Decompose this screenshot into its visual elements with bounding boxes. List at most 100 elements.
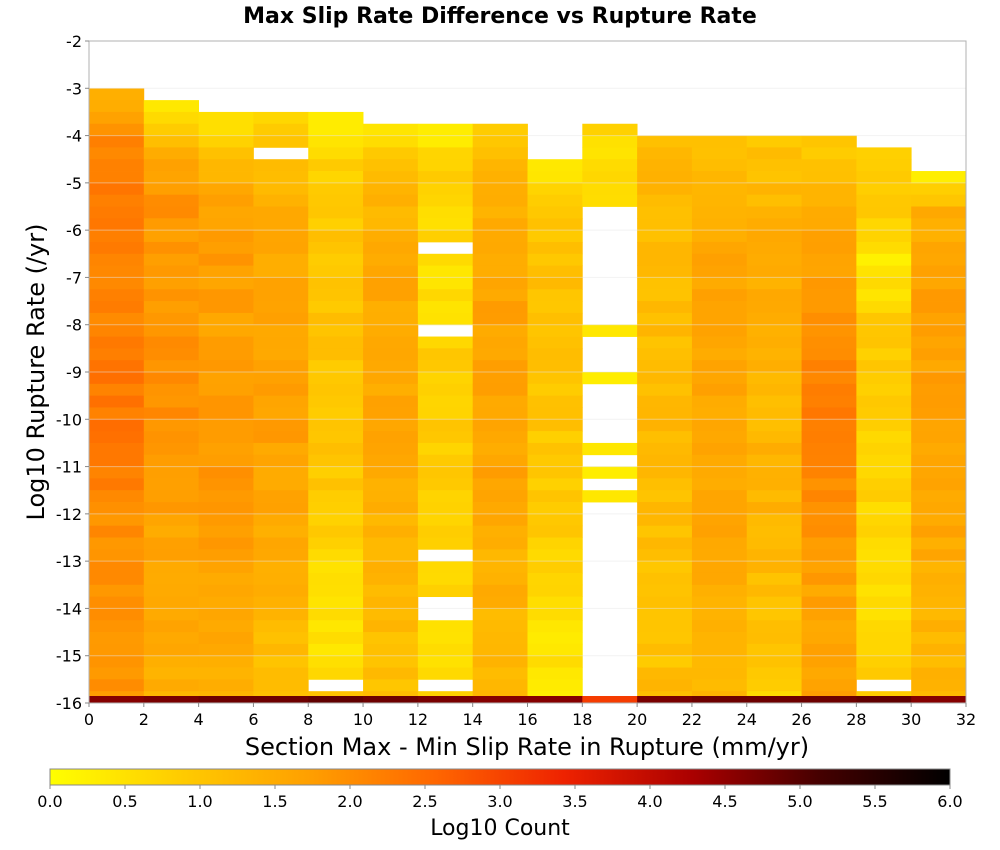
heatmap-cell xyxy=(308,655,364,668)
heatmap-cell xyxy=(637,513,693,527)
heatmap-cell xyxy=(856,478,912,491)
heatmap-cell xyxy=(856,572,912,586)
heatmap-cell xyxy=(527,537,583,550)
heatmap-cell xyxy=(253,454,309,467)
heatmap-cell xyxy=(801,525,857,538)
heatmap-cell xyxy=(472,442,528,456)
x-tick-label: 16 xyxy=(517,710,537,729)
heatmap-cell xyxy=(911,419,967,432)
heatmap-cell xyxy=(746,348,802,361)
heatmap-cell xyxy=(691,241,748,255)
heatmap-cell xyxy=(363,419,419,432)
heatmap-cell xyxy=(637,301,693,314)
heatmap-cell xyxy=(417,572,474,586)
heatmap-cell xyxy=(637,230,693,243)
heatmap-cell xyxy=(527,206,583,219)
heatmap-cell xyxy=(417,336,474,349)
heatmap-cell xyxy=(637,265,693,278)
heatmap-cell xyxy=(691,253,748,267)
heatmap-cell xyxy=(527,230,583,243)
heatmap-cell xyxy=(308,667,364,680)
heatmap-cell xyxy=(746,206,802,219)
heatmap-cell xyxy=(527,454,583,467)
heatmap-cell xyxy=(417,407,474,420)
heatmap-cell xyxy=(363,253,419,267)
heatmap-cell xyxy=(417,348,474,361)
heatmap-cell xyxy=(856,442,912,456)
heatmap-cell xyxy=(417,123,474,136)
heatmap-cell xyxy=(637,360,693,373)
heatmap-cell xyxy=(746,218,802,231)
heatmap-cell xyxy=(637,419,693,432)
heatmap-cell xyxy=(801,667,857,680)
heatmap-cell xyxy=(582,324,638,337)
heatmap-cell xyxy=(253,419,309,432)
heatmap-cell xyxy=(198,312,254,326)
heatmap-cell xyxy=(363,230,419,243)
heatmap-cell xyxy=(801,265,857,278)
heatmap-cell xyxy=(363,643,419,657)
heatmap-cell xyxy=(691,324,748,337)
heatmap-cell xyxy=(198,549,254,562)
heatmap-cell xyxy=(637,679,693,692)
heatmap-cell xyxy=(801,513,857,527)
heatmap-cell xyxy=(801,324,857,337)
heatmap-cell xyxy=(691,454,748,467)
heatmap-cell xyxy=(253,277,309,290)
heatmap-cell xyxy=(856,655,912,668)
heatmap-cell xyxy=(472,419,528,432)
heatmap-cell xyxy=(143,478,200,491)
heatmap-cell xyxy=(746,241,802,255)
heatmap-cell xyxy=(143,360,200,373)
colorbar-ticks: 0.0 0.5 1.0 1.5 2.0 2.5 3.0 3.5 4.0 4.5 5.0 5.5 6.0 xyxy=(37,785,963,811)
heatmap-cell xyxy=(801,561,857,574)
heatmap-cell xyxy=(472,301,528,314)
heatmap-cell xyxy=(253,584,309,598)
heatmap-cell xyxy=(856,171,912,184)
heatmap-cell xyxy=(308,584,364,598)
heatmap-cell xyxy=(801,502,857,515)
heatmap-cell xyxy=(472,241,528,255)
heatmap-cell xyxy=(911,348,967,361)
heatmap-cell xyxy=(527,490,583,503)
colorbar-tick-label: 5.5 xyxy=(862,792,887,811)
colorbar-tick-label: 2.5 xyxy=(412,792,437,811)
heatmap-cell xyxy=(143,643,200,657)
heatmap-cell xyxy=(308,360,364,373)
heatmap-cell xyxy=(911,431,967,444)
heatmap-cell xyxy=(746,655,802,668)
heatmap-cell xyxy=(691,442,748,456)
heatmap-cell xyxy=(143,632,200,645)
heatmap-cell xyxy=(198,265,254,278)
heatmap-cell xyxy=(198,419,254,432)
heatmap-cell xyxy=(143,324,200,337)
heatmap-cell xyxy=(198,537,254,550)
heatmap-cell xyxy=(911,608,967,621)
heatmap-cell xyxy=(637,537,693,550)
heatmap-cell xyxy=(198,336,254,349)
heatmap-cell xyxy=(253,230,309,243)
heatmap-cell xyxy=(582,171,638,184)
heatmap-cell xyxy=(363,265,419,278)
heatmap-cell xyxy=(198,360,254,373)
heatmap-cell xyxy=(746,549,802,562)
y-tick-label: -9 xyxy=(66,363,82,382)
heatmap-cell xyxy=(856,419,912,432)
heatmap-cell xyxy=(198,502,254,515)
heatmap-cell xyxy=(911,312,967,326)
heatmap-cell xyxy=(911,395,967,408)
heatmap-cell xyxy=(637,171,693,184)
heatmap-cell xyxy=(308,348,364,361)
heatmap-cell xyxy=(911,372,967,385)
heatmap-cell xyxy=(472,123,528,136)
heatmap-cell xyxy=(363,312,419,326)
heatmap-cell xyxy=(363,478,419,491)
heatmap-cell xyxy=(472,230,528,243)
heatmap-cell xyxy=(143,171,200,184)
heatmap-cell xyxy=(363,241,419,255)
heatmap-cell xyxy=(856,513,912,527)
heatmap-cell-bottom xyxy=(746,696,802,703)
heatmap-cell xyxy=(746,383,802,397)
heatmap-cell xyxy=(856,206,912,219)
heatmap-cell xyxy=(363,159,419,172)
